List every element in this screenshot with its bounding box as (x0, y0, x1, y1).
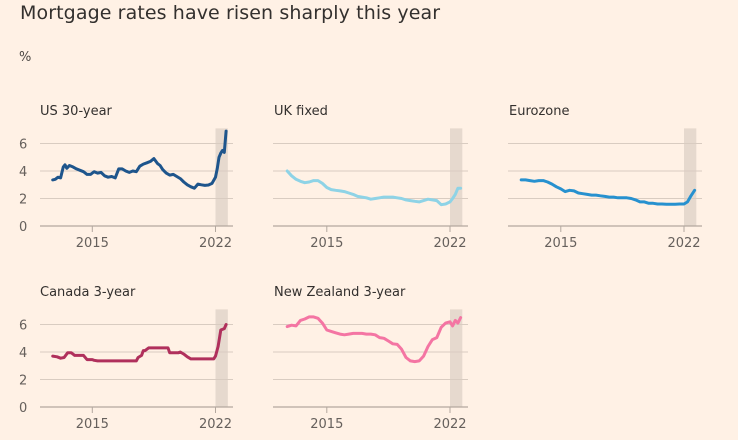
panel-title-us-30-year: US 30-year (40, 104, 113, 119)
x-tick-label-2015: 2015 (76, 417, 109, 432)
y-tick-label-4: 4 (19, 165, 27, 180)
series-line-canada-3-year (51, 323, 228, 363)
x-tick-label-2015: 2015 (310, 417, 343, 432)
series-line-eurozone (519, 178, 697, 206)
y-tick-label-6: 6 (19, 138, 27, 153)
x-tick-label-2015: 2015 (544, 236, 577, 251)
y-tick-label-0: 0 (19, 220, 27, 235)
page-title: Mortgage rates have risen sharply this y… (20, 2, 441, 24)
shaded-region-2022 (450, 128, 463, 226)
x-tick-label-2022: 2022 (433, 236, 466, 251)
shaded-region-2022 (215, 309, 228, 407)
series-line-new-zealand-3-year (285, 315, 463, 364)
series-line-uk-fixed (285, 169, 463, 207)
panel-title-eurozone: Eurozone (509, 104, 569, 119)
series-line-us-30-year (51, 129, 228, 190)
x-tick-label-2022: 2022 (667, 236, 700, 251)
y-tick-label-2: 2 (19, 193, 27, 208)
panel-title-uk-fixed: UK fixed (274, 104, 328, 119)
x-tick-label-2022: 2022 (433, 417, 466, 432)
panel-title-canada-3-year: Canada 3-year (40, 285, 136, 300)
x-tick-label-2015: 2015 (310, 236, 343, 251)
x-tick-label-2022: 2022 (199, 236, 232, 251)
shaded-region-2022 (450, 309, 463, 407)
y-tick-label-4: 4 (19, 346, 27, 361)
x-tick-label-2022: 2022 (199, 417, 232, 432)
y-tick-label-2: 2 (19, 374, 27, 389)
panel-title-new-zealand-3-year: New Zealand 3-year (274, 285, 406, 300)
x-tick-label-2015: 2015 (76, 236, 109, 251)
unit-label: % (19, 50, 32, 65)
y-tick-label-6: 6 (19, 319, 27, 334)
y-tick-label-0: 0 (19, 401, 27, 416)
